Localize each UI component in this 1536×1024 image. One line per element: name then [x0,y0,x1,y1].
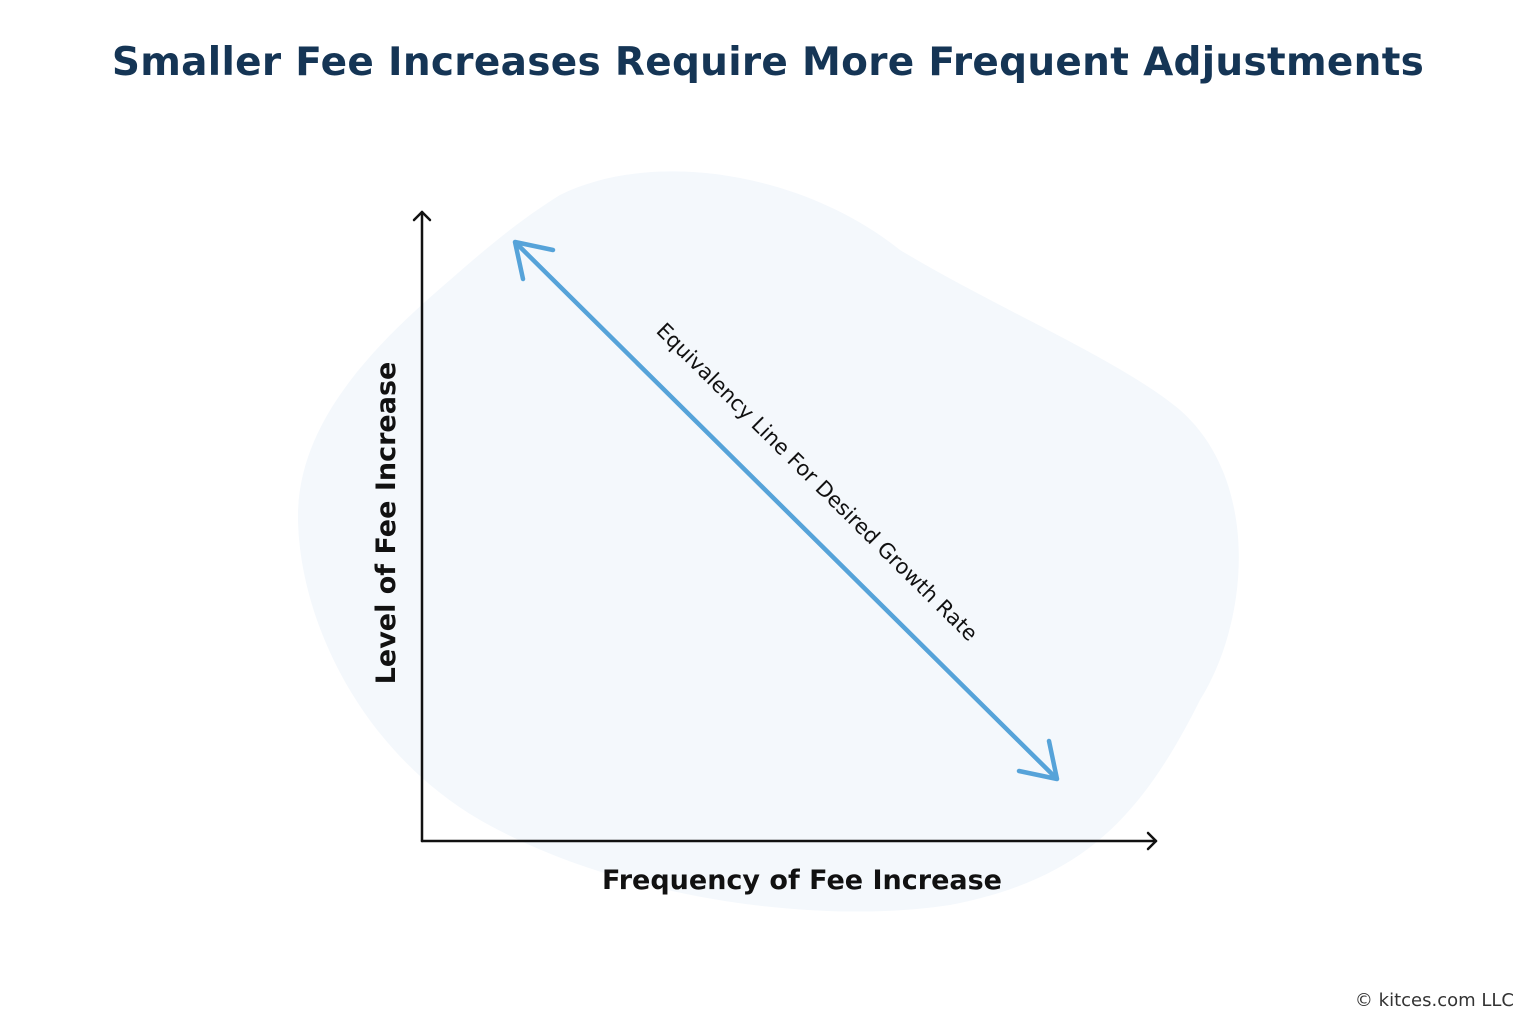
x-axis-arrow-icon [1146,831,1158,851]
arrowhead-down-right-icon [1016,738,1060,782]
background-blob [297,171,1239,912]
chart-title: Smaller Fee Increases Require More Frequ… [111,40,1425,85]
y-axis-arrow-icon [412,210,432,222]
x-axis-label: Frequency of Fee Increase [602,865,1002,896]
copyright-credit: © kitces.com LLC [1354,990,1514,1011]
equivalency-line [512,239,1060,782]
y-axis-label: Level of Fee Increase [371,362,402,685]
y-axis [412,210,432,843]
x-axis [420,831,1158,851]
arrowhead-up-left-icon [512,239,556,282]
